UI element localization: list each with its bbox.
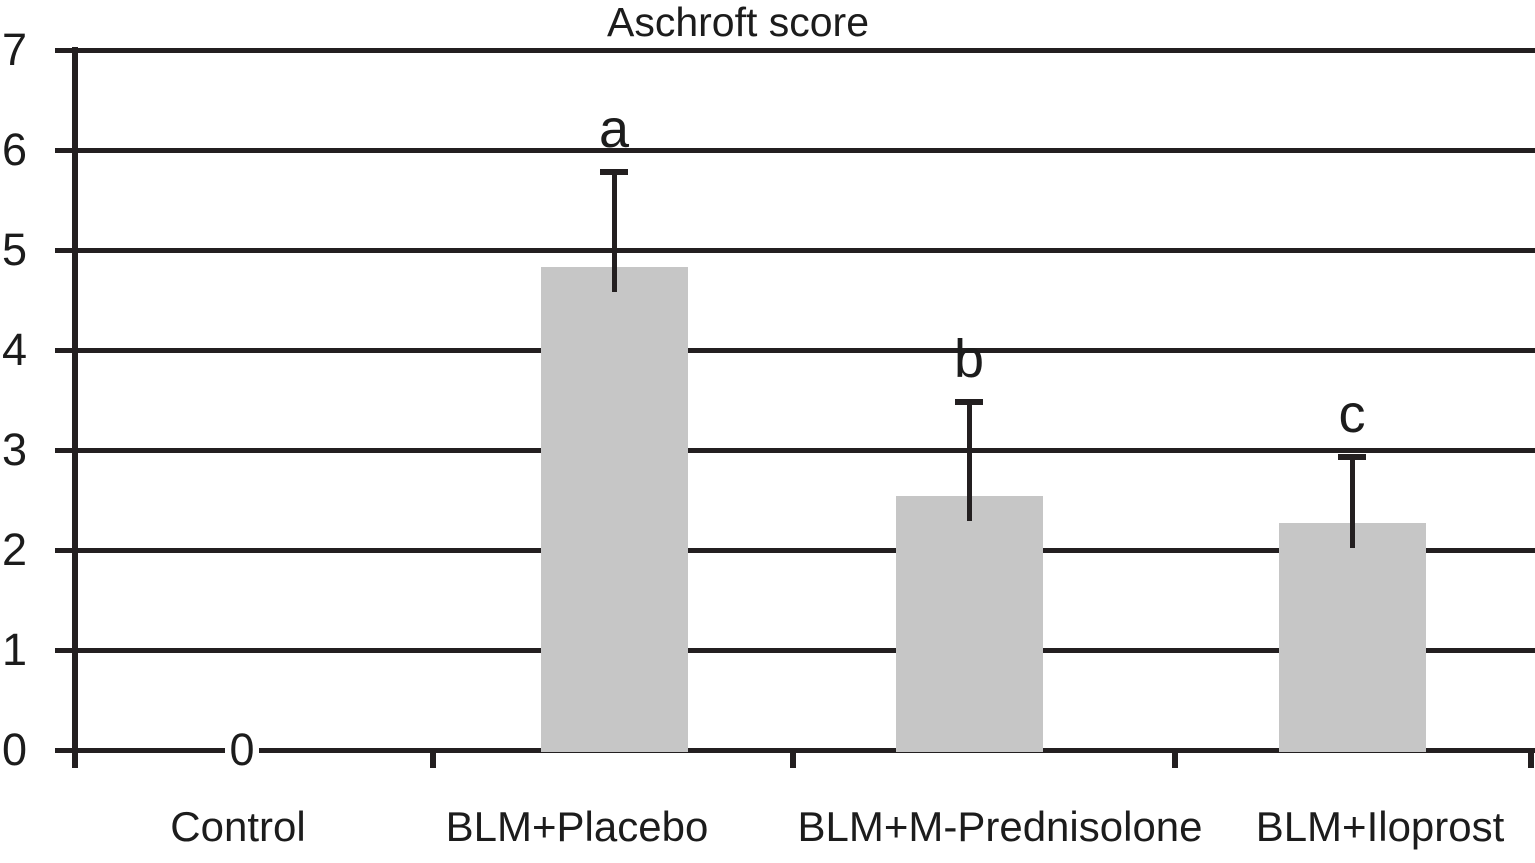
chart-title: Aschroft score — [606, 0, 870, 45]
y-axis-tick-label: 1 — [2, 624, 28, 675]
y-axis-tick-label: 7 — [2, 24, 28, 75]
category-label: BLM+Iloprost — [1255, 803, 1505, 850]
error-bar-stem — [966, 402, 972, 521]
error-bar-cap — [600, 169, 628, 175]
gridline — [55, 448, 1535, 453]
gridline — [55, 548, 1535, 553]
category-label: BLM+Placebo — [445, 803, 709, 850]
bar — [895, 496, 1043, 752]
gridline — [55, 648, 1535, 653]
gridline — [55, 248, 1535, 253]
gridline — [55, 148, 1535, 153]
error-bar-cap — [1338, 454, 1366, 460]
y-axis-tick-label: 5 — [2, 224, 28, 275]
y-axis-tick-label: 0 — [2, 724, 28, 775]
significance-letter: b — [953, 329, 985, 389]
x-axis-tick — [790, 751, 796, 768]
error-bar-stem — [1349, 457, 1355, 548]
y-axis-line — [72, 47, 78, 768]
category-label: BLM+M-Prednisolone — [797, 803, 1203, 850]
y-axis-tick-label: 4 — [2, 324, 28, 375]
bar — [540, 267, 688, 752]
x-axis-tick — [430, 751, 436, 768]
error-bar-stem — [611, 172, 617, 292]
y-axis-tick-label: 6 — [2, 124, 28, 175]
y-axis-tick-label: 3 — [2, 424, 28, 475]
significance-letter: a — [598, 99, 630, 159]
gridline — [55, 748, 1535, 753]
gridline — [55, 348, 1535, 353]
zero-value-label: 0 — [225, 727, 259, 772]
bar — [1278, 523, 1426, 752]
significance-letter: c — [1338, 384, 1366, 444]
gridline — [55, 48, 1535, 53]
category-label: Control — [170, 803, 306, 850]
y-axis-tick-label: 2 — [2, 524, 28, 575]
x-axis-tick — [1172, 751, 1178, 768]
x-axis-tick — [1528, 751, 1534, 768]
error-bar-cap — [955, 399, 983, 405]
